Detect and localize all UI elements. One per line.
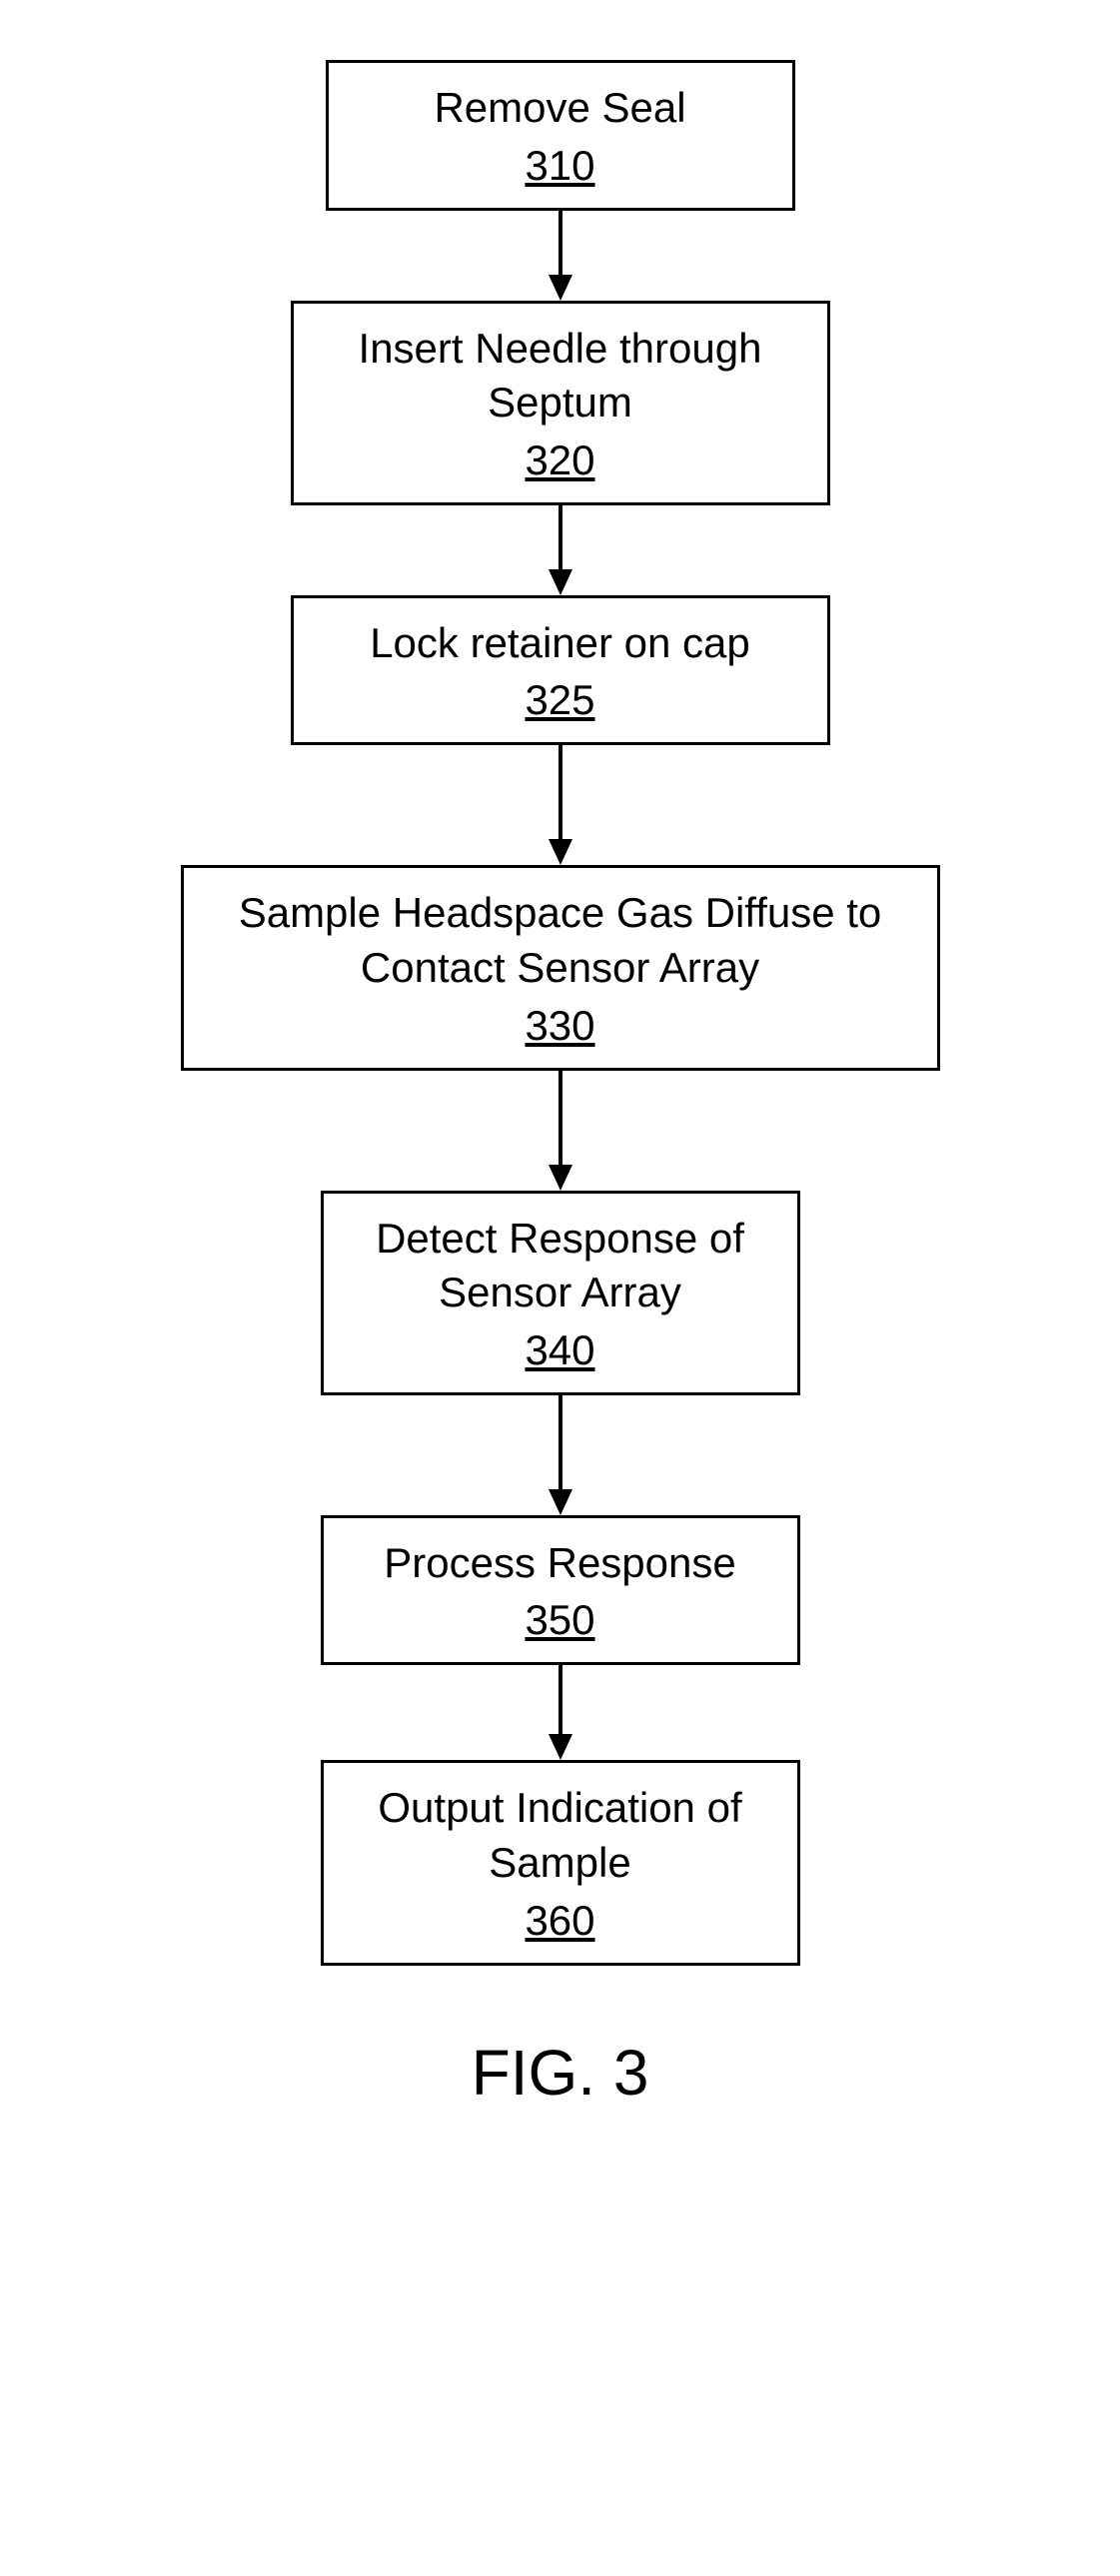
node-number: 330 (525, 1002, 594, 1050)
node-number: 325 (525, 676, 594, 724)
arrow (541, 211, 580, 301)
node-number: 350 (525, 1596, 594, 1644)
node-label: Output Indication of Sample (344, 1781, 777, 1890)
node-number: 320 (525, 436, 594, 484)
flowchart-container: Remove Seal 310 Insert Needle through Se… (0, 60, 1120, 2110)
node-label: Insert Needle through Septum (314, 322, 807, 430)
flowchart-node-350: Process Response 350 (321, 1515, 800, 1666)
node-label: Lock retainer on cap (370, 616, 750, 671)
node-label: Sample Headspace Gas Diffuse to Contact … (204, 886, 917, 995)
arrow (541, 1071, 580, 1191)
arrow (541, 1395, 580, 1515)
node-label: Remove Seal (434, 81, 685, 136)
node-number: 310 (525, 142, 594, 190)
flowchart-node-310: Remove Seal 310 (326, 60, 795, 211)
flowchart-node-330: Sample Headspace Gas Diffuse to Contact … (181, 865, 940, 1070)
node-label: Detect Response of Sensor Array (344, 1212, 777, 1320)
arrow (541, 505, 580, 595)
arrow (541, 745, 580, 865)
arrow (541, 1665, 580, 1760)
node-label: Process Response (384, 1536, 736, 1591)
node-number: 340 (525, 1326, 594, 1374)
flowchart-node-360: Output Indication of Sample 360 (321, 1760, 800, 1965)
flowchart-node-325: Lock retainer on cap 325 (291, 595, 830, 746)
flowchart-node-320: Insert Needle through Septum 320 (291, 301, 830, 505)
flowchart-node-340: Detect Response of Sensor Array 340 (321, 1191, 800, 1395)
figure-label: FIG. 3 (472, 2036, 649, 2110)
node-number: 360 (525, 1897, 594, 1945)
